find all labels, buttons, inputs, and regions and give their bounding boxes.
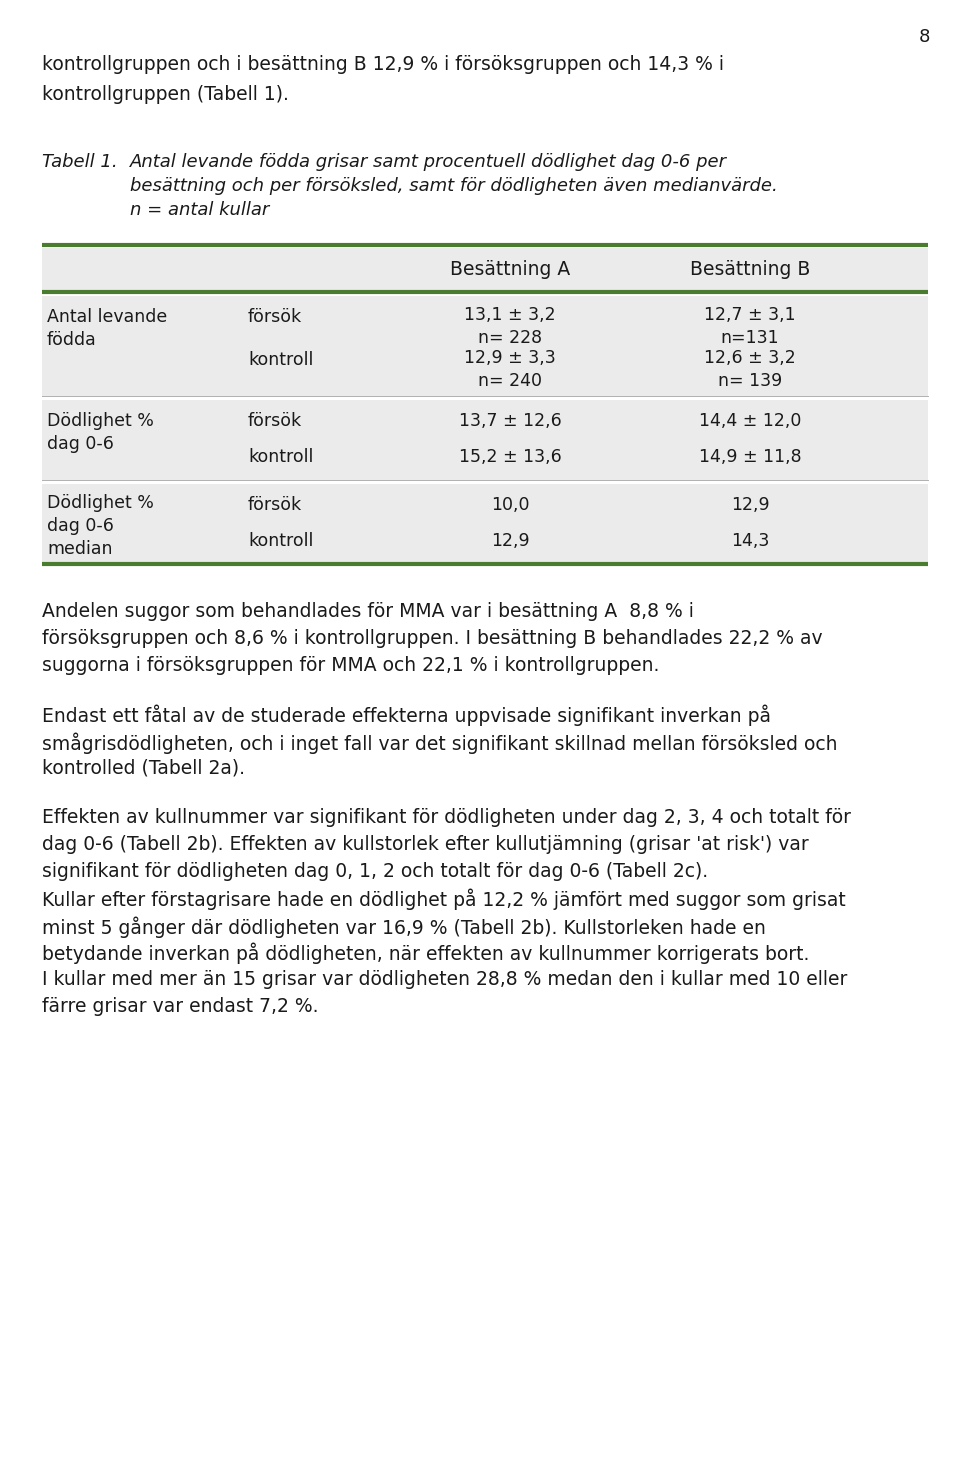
Text: 13,7 ± 12,6: 13,7 ± 12,6: [459, 412, 562, 430]
Text: 14,9 ± 11,8: 14,9 ± 11,8: [699, 448, 802, 465]
Text: kontroll: kontroll: [248, 448, 313, 465]
Text: Dödlighet %: Dödlighet %: [47, 494, 154, 511]
Text: försök: försök: [248, 412, 302, 430]
Text: 15,2 ± 13,6: 15,2 ± 13,6: [459, 448, 562, 465]
Text: n= 240: n= 240: [478, 372, 542, 390]
Text: kontrollgruppen (Tabell 1).: kontrollgruppen (Tabell 1).: [42, 84, 289, 104]
Text: Tabell 1.: Tabell 1.: [42, 153, 118, 170]
Text: Andelen suggor som behandlades för MMA var i besättning A  8,8 % i: Andelen suggor som behandlades för MMA v…: [42, 602, 694, 621]
Text: n = antal kullar: n = antal kullar: [130, 202, 269, 219]
Text: median: median: [47, 539, 112, 559]
Text: försök: försök: [248, 308, 302, 326]
Text: 12,9: 12,9: [731, 496, 769, 514]
Text: Dödlighet %: Dödlighet %: [47, 412, 154, 430]
Text: suggorna i försöksgruppen för MMA och 22,1 % i kontrollgruppen.: suggorna i försöksgruppen för MMA och 22…: [42, 657, 660, 674]
Bar: [42, 296, 928, 396]
Text: minst 5 gånger där dödligheten var 16,9 % (Tabell 2b). Kullstorleken hade en: minst 5 gånger där dödligheten var 16,9 …: [42, 916, 766, 938]
Text: kontrollgruppen och i besättning B 12,9 % i försöksgruppen och 14,3 % i: kontrollgruppen och i besättning B 12,9 …: [42, 55, 724, 74]
Text: försök: försök: [248, 496, 302, 514]
Text: n= 228: n= 228: [478, 329, 542, 347]
Text: 10,0: 10,0: [491, 496, 529, 514]
Text: smågrisdödligheten, och i inget fall var det signifikant skillnad mellan försöks: smågrisdödligheten, och i inget fall var…: [42, 732, 837, 753]
Text: Kullar efter förstagrisare hade en dödlighet på 12,2 % jämfört med suggor som gr: Kullar efter förstagrisare hade en dödli…: [42, 889, 846, 910]
Text: dag 0-6: dag 0-6: [47, 517, 114, 535]
Text: Antal levande: Antal levande: [47, 308, 167, 326]
Text: 12,6 ± 3,2: 12,6 ± 3,2: [704, 348, 796, 368]
Bar: [42, 400, 928, 480]
Text: 12,9: 12,9: [491, 532, 529, 550]
Text: 14,4 ± 12,0: 14,4 ± 12,0: [699, 412, 802, 430]
Bar: [42, 247, 928, 292]
Text: besättning och per försöksled, samt för dödligheten även medianvärde.: besättning och per försöksled, samt för …: [130, 176, 778, 196]
Text: n= 139: n= 139: [718, 372, 782, 390]
Bar: [42, 485, 928, 565]
Text: 12,7 ± 3,1: 12,7 ± 3,1: [705, 305, 796, 325]
Text: n=131: n=131: [721, 329, 780, 347]
Text: dag 0-6: dag 0-6: [47, 436, 114, 453]
Text: Antal levande födda grisar samt procentuell dödlighet dag 0-6 per: Antal levande födda grisar samt procentu…: [130, 153, 727, 170]
Text: Besättning A: Besättning A: [450, 259, 570, 279]
Text: 12,9 ± 3,3: 12,9 ± 3,3: [464, 348, 556, 368]
Text: signifikant för dödligheten dag 0, 1, 2 och totalt för dag 0-6 (Tabell 2c).: signifikant för dödligheten dag 0, 1, 2 …: [42, 863, 708, 880]
Text: färre grisar var endast 7,2 %.: färre grisar var endast 7,2 %.: [42, 997, 319, 1017]
Text: dag 0-6 (Tabell 2b). Effekten av kullstorlek efter kullutjämning (grisar 'at ris: dag 0-6 (Tabell 2b). Effekten av kullsto…: [42, 834, 808, 854]
Text: kontrolled (Tabell 2a).: kontrolled (Tabell 2a).: [42, 759, 245, 778]
Text: Endast ett fåtal av de studerade effekterna uppvisade signifikant inverkan på: Endast ett fåtal av de studerade effekte…: [42, 705, 771, 726]
Text: I kullar med mer än 15 grisar var dödligheten 28,8 % medan den i kullar med 10 e: I kullar med mer än 15 grisar var dödlig…: [42, 971, 848, 988]
Text: Effekten av kullnummer var signifikant för dödligheten under dag 2, 3, 4 och tot: Effekten av kullnummer var signifikant f…: [42, 808, 851, 827]
Text: 13,1 ± 3,2: 13,1 ± 3,2: [465, 305, 556, 325]
Text: 8: 8: [919, 28, 930, 46]
Text: Besättning B: Besättning B: [690, 259, 810, 279]
Text: födda: födda: [47, 330, 97, 348]
Text: försöksgruppen och 8,6 % i kontrollgruppen. I besättning B behandlades 22,2 % av: försöksgruppen och 8,6 % i kontrollgrupp…: [42, 628, 823, 648]
Text: 14,3: 14,3: [731, 532, 769, 550]
Text: kontroll: kontroll: [248, 351, 313, 369]
Text: betydande inverkan på dödligheten, när effekten av kullnummer korrigerats bort.: betydande inverkan på dödligheten, när e…: [42, 943, 809, 965]
Text: kontroll: kontroll: [248, 532, 313, 550]
